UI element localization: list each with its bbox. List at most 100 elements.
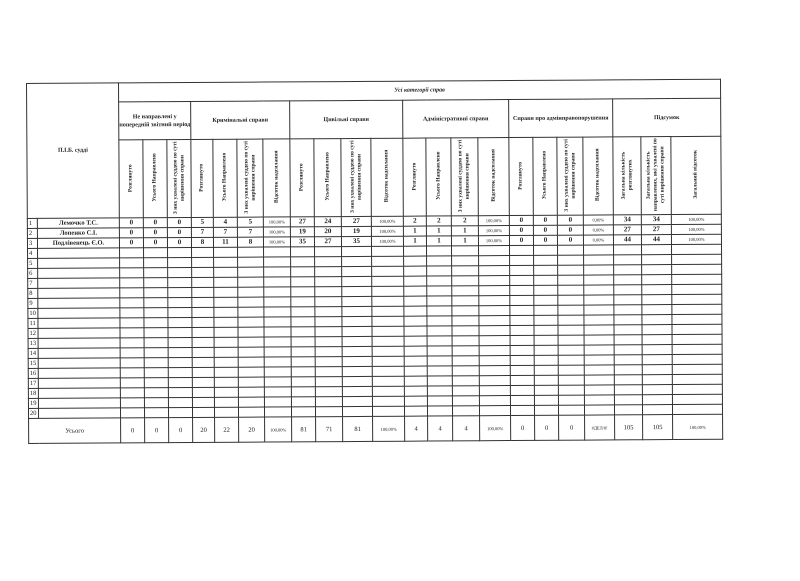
total-cell: #ДЕЛ/0! [584,414,615,441]
column-header-label: Загальна кількість розглянутих [619,150,634,199]
table-cell [671,254,722,265]
total-cell: 81 [291,416,316,442]
column-header-label: Відсоток надсилання [383,150,390,203]
table-cell [214,337,239,348]
table-cell [510,355,535,366]
table-cell [167,277,192,288]
judge-name [38,347,121,359]
table-cell [613,284,642,295]
table-cell [372,366,405,377]
table-cell [451,245,479,256]
report-table: П.І.Б. судді Усі категорії справ Не направ… [26,79,723,444]
table-cell [613,274,642,285]
table-cell: 100,00% [478,235,510,246]
table-cell [371,326,405,337]
total-cell: 71 [315,416,343,442]
table-cell: 20 [314,226,342,237]
column-header: Розглянуто [118,139,144,218]
table-cell [614,344,643,355]
table-cell [168,357,193,368]
table-cell [584,354,615,366]
table-cell: 1 [426,225,452,237]
table-cell: 0 [557,235,584,246]
table-cell [613,294,642,305]
table-cell [452,335,480,346]
table-cell [451,265,479,276]
table-cell [264,376,292,388]
table-cell [372,396,405,407]
table-cell: 100,00% [478,225,510,236]
table-cell [478,295,510,306]
column-header: Відсоток надсилання [370,138,404,217]
table-cell: 0 [533,235,558,246]
table-cell: 1 [426,235,452,247]
table-cell: 35 [290,236,315,247]
table-cell [614,404,643,415]
table-cell: 0,00% [583,234,614,246]
judge-name [38,407,121,419]
table-cell [534,345,559,356]
column-header: Розглянуто [402,138,427,217]
table-cell: 0,00% [583,224,614,236]
table-cell [671,284,722,295]
table-cell [192,387,215,398]
table-cell [237,297,264,308]
judge-name [38,357,121,369]
table-cell: 100,00% [371,226,404,237]
table-cell [263,256,291,268]
table-cell [672,354,723,365]
table-cell [427,335,453,347]
table-cell [509,315,534,326]
table-cell [426,305,452,317]
table-cell [672,344,723,355]
table-cell [167,307,192,318]
table-cell [427,365,453,377]
table-cell [534,385,559,396]
group-header: Цивільні справи [289,100,403,139]
table-cell [291,386,316,397]
table-cell: 4 [213,217,238,228]
table-cell: 0,00% [583,214,614,226]
table-cell [558,405,585,416]
total-cell: 105 [642,414,673,440]
table-cell [671,314,722,325]
table-cell [479,365,511,376]
table-cell [291,366,316,377]
table-cell: 0 [533,215,558,226]
column-header: Розглянуто [190,139,214,218]
table-cell: 0 [119,217,144,228]
table-cell [168,337,193,348]
table-cell [510,385,535,396]
table-cell [427,395,453,407]
table-cell [237,317,264,328]
table-cell [534,405,559,416]
table-cell [238,377,265,388]
table-cell: 11 [213,237,238,248]
table-cell [264,386,292,398]
table-cell [403,326,428,337]
table-cell [642,344,673,355]
judge-name [37,267,120,279]
judge-name [37,257,120,269]
table-cell [534,395,559,406]
table-cell [371,266,404,277]
table-cell [452,405,480,416]
table-cell [143,317,168,328]
group-header: Не направлені у попередній звітний періо… [118,101,191,140]
table-cell: 100,00% [371,216,404,227]
total-cell: 0 [168,417,193,443]
judge-name [37,317,120,329]
table-cell [341,286,372,297]
table-cell [533,305,558,316]
table-cell: 0 [167,237,192,248]
table-cell [642,384,673,395]
table-cell [478,245,510,256]
table-cell [143,297,168,308]
table-cell [403,286,427,297]
table-cell [237,267,264,278]
table-cell [426,325,453,337]
table-cell [168,367,193,378]
table-cell [426,245,452,257]
table-cell [614,354,643,365]
table-cell: 100,00% [671,234,722,245]
